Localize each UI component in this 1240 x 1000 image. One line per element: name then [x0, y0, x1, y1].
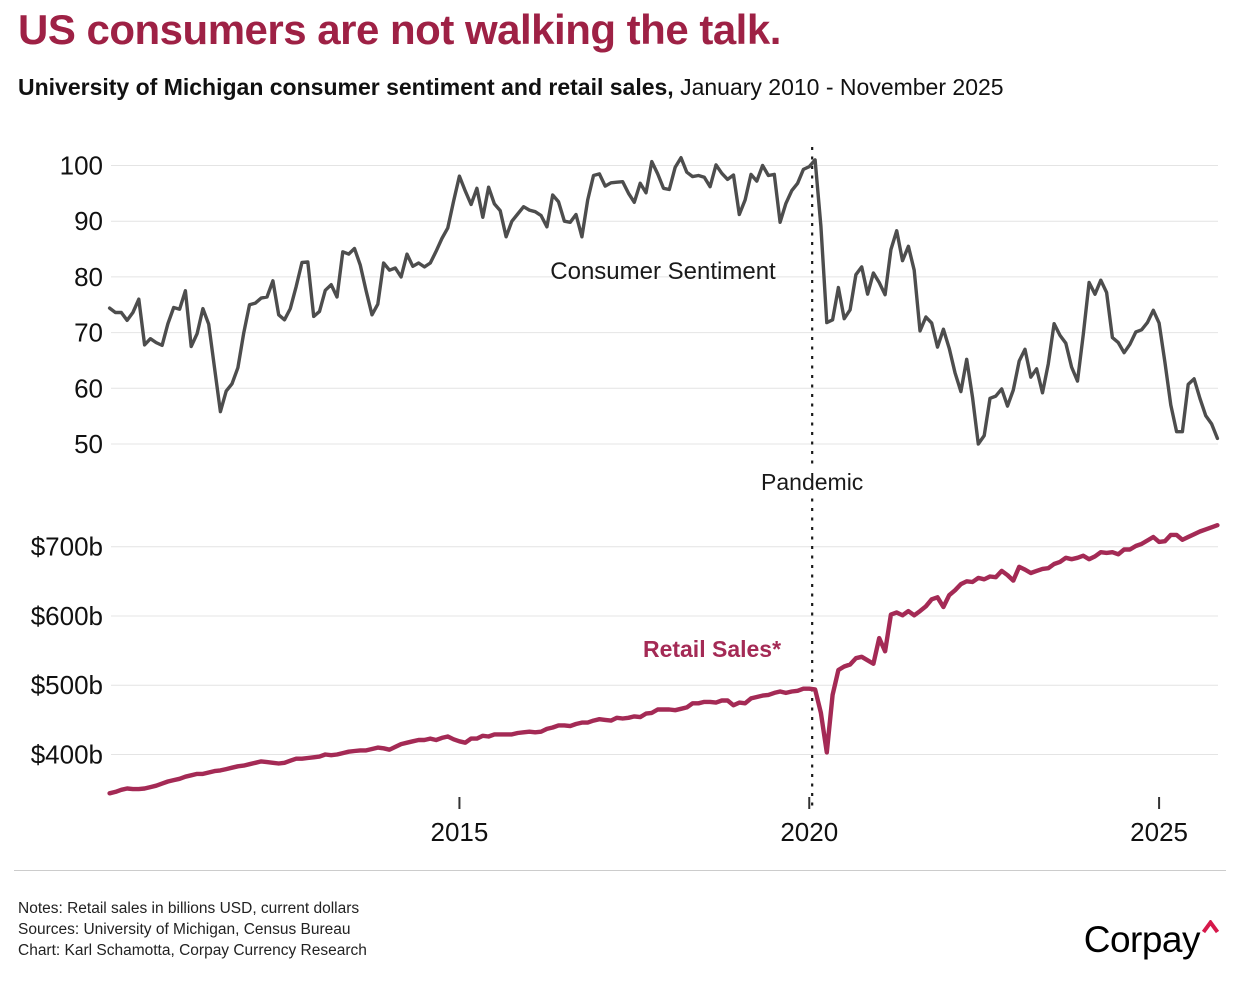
subtitle-series-names: University of Michigan consumer sentimen…: [18, 74, 674, 100]
y-axis-label-retail-600: $600b: [31, 601, 103, 631]
notes-line: Notes: Retail sales in billions USD, cur…: [18, 900, 360, 917]
y-axis-label-sentiment-80: 80: [74, 262, 103, 292]
credit-line: Chart: Karl Schamotta, Corpay Currency R…: [18, 942, 367, 959]
sentiment-line: [107, 155, 1220, 446]
consumer-sentiment-label: Consumer Sentiment: [550, 258, 776, 285]
y-axis-label-sentiment-50: 50: [74, 429, 103, 459]
corpay-caret-icon: [1201, 901, 1220, 943]
sources-line: Sources: University of Michigan, Census …: [18, 921, 351, 938]
y-axis-label-retail-700: $700b: [31, 532, 103, 562]
page-subtitle: University of Michigan consumer sentimen…: [18, 74, 1004, 101]
retail-sales-label: Retail Sales*: [643, 636, 781, 662]
pandemic-label-mask: [746, 467, 879, 497]
pandemic-label: Pandemic: [761, 469, 863, 495]
y-axis-label-sentiment-60: 60: [74, 373, 103, 403]
x-axis-label-2020: 2020: [780, 817, 838, 847]
y-axis-label-retail-400: $400b: [31, 740, 103, 770]
y-axis-label-retail-500: $500b: [31, 670, 103, 700]
subtitle-date-range: January 2010 - November 2025: [673, 74, 1004, 100]
chart-notes: Notes: Retail sales in billions USD, cur…: [18, 898, 367, 961]
x-axis-label-2025: 2025: [1130, 817, 1188, 847]
corpay-logo-text: Corpay: [1083, 919, 1201, 960]
corpay-logo: Corpay: [1084, 901, 1220, 961]
footer-divider: [14, 870, 1226, 871]
dual-line-chart: 100 90 80 70 60 50 $700b $600b $500b $400b 2015 202…: [31, 147, 1220, 847]
page-title: US consumers are not walking the talk.: [18, 6, 781, 53]
retail-sales-line: [107, 523, 1220, 796]
y-axis-label-sentiment-70: 70: [74, 318, 103, 348]
x-axis-label-2015: 2015: [431, 817, 489, 847]
y-axis-label-sentiment-100: 100: [60, 151, 103, 181]
y-axis-label-sentiment-90: 90: [74, 206, 103, 236]
